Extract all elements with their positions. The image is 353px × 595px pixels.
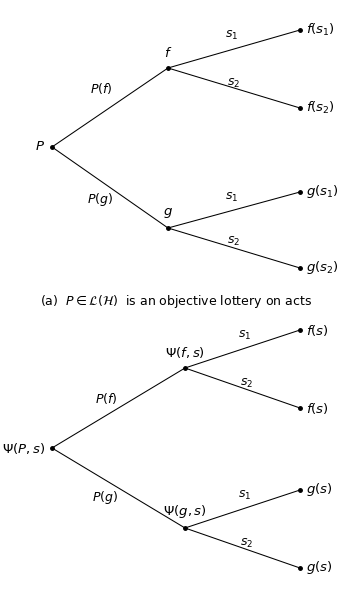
Text: $s_1$: $s_1$ — [225, 191, 239, 204]
Text: $P$: $P$ — [35, 140, 45, 154]
Text: $f(s_2)$: $f(s_2)$ — [306, 100, 335, 116]
Text: (a)  $P \in \mathcal{L}(\mathcal{H})$  is an objective lottery on acts: (a) $P \in \mathcal{L}(\mathcal{H})$ is … — [40, 293, 312, 311]
Text: $f(s_1)$: $f(s_1)$ — [306, 22, 335, 38]
Text: $s_1$: $s_1$ — [225, 29, 239, 42]
Text: $s_2$: $s_2$ — [227, 77, 240, 90]
Text: $P(g)$: $P(g)$ — [92, 490, 118, 506]
Text: $P(f)$: $P(f)$ — [95, 390, 118, 406]
Text: $f(s)$: $f(s)$ — [306, 400, 329, 415]
Text: $P(f)$: $P(f)$ — [90, 80, 113, 96]
Text: $g$: $g$ — [163, 206, 173, 220]
Text: $s_1$: $s_1$ — [238, 489, 252, 502]
Text: $g(s_1)$: $g(s_1)$ — [306, 183, 339, 201]
Text: $f(s)$: $f(s)$ — [306, 322, 329, 337]
Text: $s_2$: $s_2$ — [227, 235, 240, 248]
Text: $s_2$: $s_2$ — [240, 377, 253, 390]
Text: $g(s)$: $g(s)$ — [306, 481, 333, 499]
Text: $\Psi(f,s)$: $\Psi(f,s)$ — [165, 345, 205, 360]
Text: $g(s_2)$: $g(s_2)$ — [306, 259, 339, 277]
Text: $f$: $f$ — [164, 46, 172, 60]
Text: $s_2$: $s_2$ — [240, 537, 253, 550]
Text: $s_1$: $s_1$ — [238, 329, 252, 342]
Text: $P(g)$: $P(g)$ — [87, 192, 113, 208]
Text: $\Psi(P,s)$: $\Psi(P,s)$ — [2, 440, 45, 456]
Text: $\Psi(g,s)$: $\Psi(g,s)$ — [163, 503, 207, 520]
Text: $g(s)$: $g(s)$ — [306, 559, 333, 577]
